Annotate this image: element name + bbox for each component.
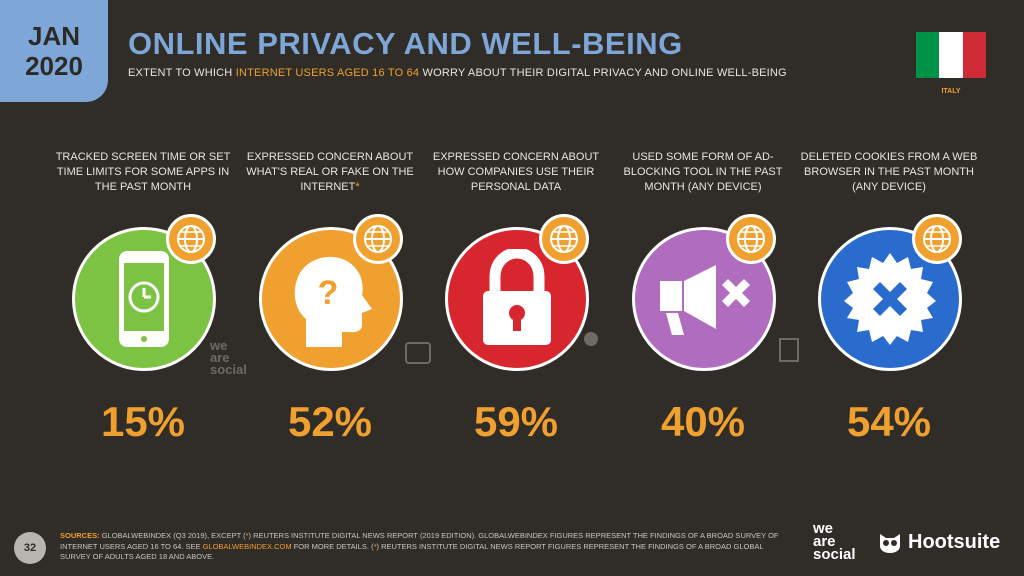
stat-fake-news-concern: EXPRESSED CONCERN ABOUT WHAT'S REAL OR F… — [237, 150, 423, 445]
we-are-social-logo: we are social — [813, 520, 856, 563]
stat-icon-circle — [445, 227, 589, 371]
stat-screen-time: TRACKED SCREEN TIME OR SET TIME LIMITS F… — [50, 150, 236, 445]
stat-label: USED SOME FORM OF AD-BLOCKING TOOL IN TH… — [623, 151, 783, 193]
owl-icon — [880, 534, 900, 553]
stat-personal-data-concern: EXPRESSED CONCERN ABOUT HOW COMPANIES US… — [423, 150, 609, 445]
stat-value: 15% — [100, 398, 186, 445]
globe-icon — [726, 214, 776, 264]
svg-text:?: ? — [318, 274, 339, 312]
stat-deleted-cookies: DELETED COOKIES FROM A WEB BROWSER IN TH… — [796, 150, 982, 445]
page-title: ONLINE PRIVACY AND WELL-BEING — [128, 26, 683, 61]
flag-stripe-white — [939, 32, 963, 78]
stat-value: 59% — [473, 398, 559, 445]
globalwebindex-link[interactable]: GLOBALWEBINDEX.COM — [202, 541, 292, 551]
sources-note: SOURCES: GLOBALWEBINDEX (Q3 2019), EXCEP… — [60, 531, 779, 561]
badge-month: JAN — [27, 21, 80, 51]
globe-icon — [166, 214, 216, 264]
flag-stripe-green — [916, 32, 940, 78]
stat-label: EXPRESSED CONCERN ABOUT WHAT'S REAL OR F… — [246, 151, 414, 193]
stat-icon-circle — [818, 227, 962, 371]
italy-flag-icon — [916, 32, 986, 78]
padlock-icon — [483, 249, 551, 345]
kepios-watermark-icon — [779, 338, 799, 362]
globe-icon — [353, 214, 403, 264]
stat-label: DELETED COOKIES FROM A WEB BROWSER IN TH… — [800, 151, 978, 193]
page-number: 32 — [14, 532, 46, 564]
we-are-social-watermark: we are social — [210, 338, 247, 377]
ad-block-megaphone-icon — [660, 265, 750, 335]
page-subtitle: EXTENT TO WHICH INTERNET USERS AGED 16 T… — [128, 67, 787, 79]
globalwebindex-watermark-icon — [584, 332, 598, 346]
flag-stripe-red — [962, 32, 986, 78]
hootsuite-logo: Hootsuite — [878, 530, 1000, 554]
cookie-x-icon — [844, 253, 936, 345]
badge-year: 2020 — [25, 51, 83, 81]
head-question-icon: ? — [294, 256, 372, 347]
globe-icon — [539, 214, 589, 264]
country-label: ITALY — [941, 88, 961, 95]
subtitle-highlight: INTERNET USERS AGED 16 TO 64 — [235, 67, 420, 79]
stat-value: 52% — [287, 398, 373, 445]
date-badge: JAN 2020 — [0, 0, 108, 102]
smartphone-clock-icon — [119, 251, 169, 347]
stat-ad-blocking: USED SOME FORM OF AD-BLOCKING TOOL IN TH… — [610, 150, 796, 445]
stat-label: TRACKED SCREEN TIME OR SET TIME LIMITS F… — [55, 151, 231, 193]
hootsuite-owl-watermark-icon — [405, 342, 431, 364]
stat-value: 40% — [660, 398, 746, 445]
stat-label: EXPRESSED CONCERN ABOUT HOW COMPANIES US… — [432, 151, 600, 193]
globe-icon — [912, 214, 962, 264]
subtitle-post: WORRY ABOUT THEIR DIGITAL PRIVACY AND ON… — [422, 67, 787, 79]
subtitle-pre: EXTENT TO WHICH — [128, 67, 233, 79]
stat-value: 54% — [846, 398, 932, 445]
